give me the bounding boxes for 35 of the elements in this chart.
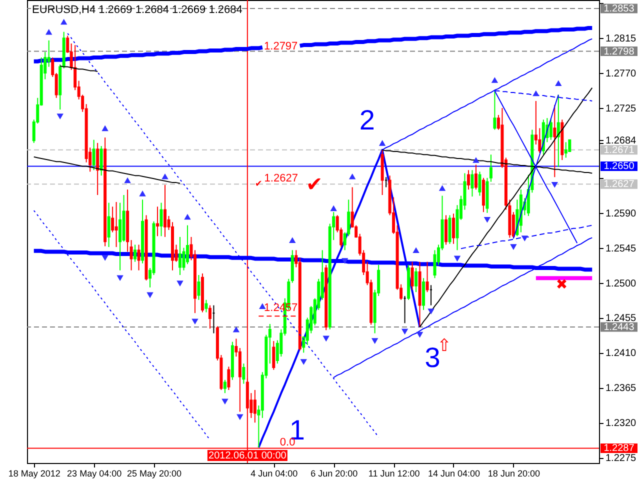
ref-line-label: 1.2443 — [604, 322, 635, 334]
annotation: ✖ — [556, 276, 568, 292]
y-tick-label: 1.2500 — [606, 278, 637, 290]
chart-title: EURUSD,H4 1.2669 1.2684 1.2669 1.2684 — [32, 4, 242, 16]
annotation: ✔ — [306, 174, 323, 196]
annotation: 1.2797 — [264, 40, 298, 53]
y-tick-label: 1.2815 — [606, 34, 637, 45]
x-tick-label: 6 Jun 20:00 — [310, 468, 358, 478]
x-tick-label: 18 May 2012 — [8, 468, 60, 478]
x-tick-label: 14 Jun 04:00 — [428, 468, 480, 478]
annotation: ✔ — [254, 178, 262, 188]
ref-line-label: 1.2853 — [604, 4, 635, 15]
y-tick-label: 1.2684 — [606, 135, 637, 146]
ref-line-label: 1.2287 — [604, 443, 635, 454]
x-tick-label: 2012.06.01 00:00 — [208, 450, 287, 462]
ref-line-label: 1.2671 — [604, 144, 635, 156]
x-tick-label: 4 Jun 04:00 — [250, 468, 298, 478]
y-tick-label: 1.2275 — [606, 453, 637, 464]
y-tick-label: 1.2725 — [606, 103, 637, 114]
annotation: 2 — [359, 104, 375, 136]
ref-line-label: 1.2627 — [604, 179, 635, 190]
x-tick-label: 18 Jun 20:00 — [488, 468, 540, 478]
x-tick-label: 23 May 04:00 — [67, 468, 122, 478]
y-tick-label: 1.2365 — [606, 383, 637, 394]
y-tick-label: 1.2770 — [606, 68, 637, 80]
x-tick-label: 25 May 20:00 — [126, 468, 182, 478]
ref-line-label: 1.2798 — [604, 46, 635, 58]
x-tick-label: 11 Jun 12:00 — [368, 468, 420, 478]
y-tick-label: 1.2410 — [606, 348, 637, 360]
annotation: 1.2627 — [264, 172, 298, 184]
y-tick-label: 1.2320 — [606, 418, 637, 430]
y-tick-label: 1.2590 — [606, 208, 637, 220]
y-tick-label: 1.2545 — [606, 243, 637, 254]
y-tick-label: 1.2455 — [606, 313, 637, 324]
ref-line-label: 1.2650 — [604, 161, 635, 172]
